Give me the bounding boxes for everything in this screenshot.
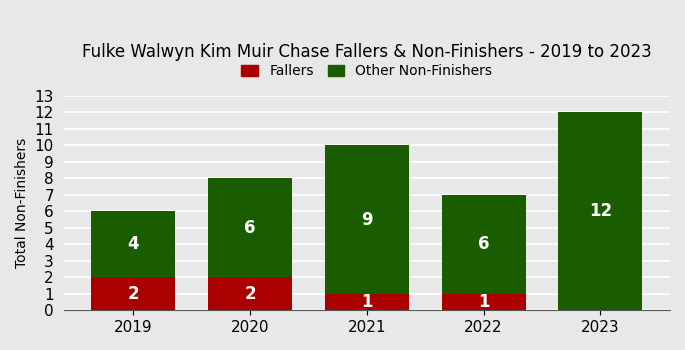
Bar: [208, 178, 292, 277]
Title: Fulke Walwyn Kim Muir Chase Fallers & Non-Finishers - 2019 to 2023: Fulke Walwyn Kim Muir Chase Fallers & No…: [82, 43, 651, 61]
Bar: [91, 277, 175, 310]
Text: 6: 6: [245, 219, 256, 237]
Bar: [325, 294, 409, 310]
Bar: [208, 277, 292, 310]
Bar: [442, 294, 525, 310]
Text: 2: 2: [127, 285, 139, 303]
Bar: [442, 195, 525, 294]
Legend: Fallers, Other Non-Finishers: Fallers, Other Non-Finishers: [241, 64, 493, 78]
Text: 4: 4: [127, 235, 139, 253]
Bar: [91, 211, 175, 277]
Bar: [325, 145, 409, 294]
Text: 1: 1: [361, 293, 373, 311]
Text: 9: 9: [361, 211, 373, 229]
Y-axis label: Total Non-Finishers: Total Non-Finishers: [15, 138, 29, 268]
Text: 2: 2: [245, 285, 256, 303]
Text: 12: 12: [589, 202, 612, 220]
Bar: [558, 112, 643, 310]
Text: 6: 6: [478, 235, 489, 253]
Text: 1: 1: [478, 293, 489, 311]
